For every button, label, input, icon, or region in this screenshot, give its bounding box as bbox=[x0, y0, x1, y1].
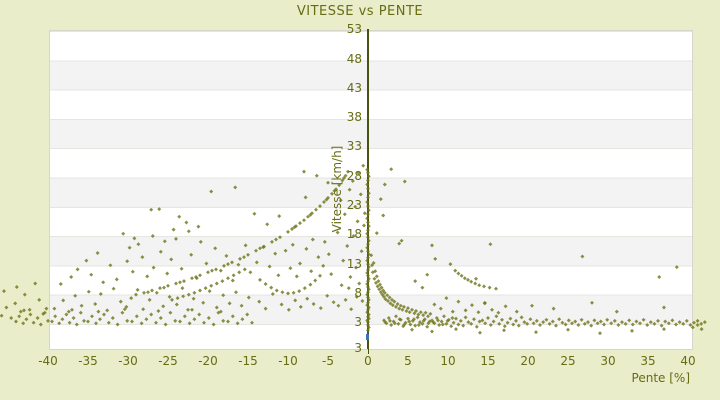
data-point bbox=[21, 321, 26, 326]
y-tick-label: 38 bbox=[346, 110, 362, 125]
data-point bbox=[0, 313, 4, 318]
data-point bbox=[699, 321, 704, 326]
y-axis-line bbox=[367, 29, 369, 349]
data-point bbox=[31, 320, 36, 325]
y-tick-label: 13 bbox=[346, 256, 362, 271]
x-tick-label: -10 bbox=[278, 354, 298, 368]
data-point bbox=[24, 317, 29, 322]
data-point bbox=[695, 318, 700, 323]
y-tick-label: 48 bbox=[346, 51, 362, 66]
x-tick-label: -35 bbox=[78, 354, 98, 368]
y-axis-title: Vitesse [km/h] bbox=[330, 145, 344, 233]
x-tick-label: 0 bbox=[364, 354, 372, 368]
data-point bbox=[13, 301, 18, 306]
x-zero-tick bbox=[368, 348, 369, 354]
x-tick-label: 40 bbox=[680, 354, 696, 368]
plot-area[interactable] bbox=[49, 30, 693, 350]
y-tick-label: 43 bbox=[346, 80, 362, 95]
x-tick-label: 15 bbox=[480, 354, 496, 368]
data-point bbox=[28, 312, 33, 317]
data-point bbox=[2, 289, 6, 294]
data-point bbox=[37, 297, 42, 302]
data-point bbox=[38, 322, 43, 327]
data-point bbox=[22, 308, 26, 313]
x-tick-label: 25 bbox=[560, 354, 576, 368]
y-tick-label: 8 bbox=[354, 285, 362, 300]
y-tick-label: 3 bbox=[354, 315, 362, 330]
data-point bbox=[18, 309, 23, 314]
selected-point-marker bbox=[366, 334, 369, 340]
x-tick-label: 20 bbox=[520, 354, 536, 368]
x-tick-label: -15 bbox=[238, 354, 258, 368]
data-point bbox=[35, 316, 40, 320]
y-axis-bottom-label: 3 bbox=[354, 341, 362, 355]
chart-title: VITESSE vs PENTE bbox=[296, 4, 424, 19]
data-point bbox=[42, 310, 47, 315]
data-point bbox=[14, 319, 18, 324]
data-point bbox=[41, 311, 46, 316]
data-point bbox=[22, 292, 27, 297]
x-tick-label: 5 bbox=[404, 354, 412, 368]
x-tick-label: -30 bbox=[118, 354, 138, 368]
data-point bbox=[699, 327, 704, 332]
x-tick-label: 35 bbox=[640, 354, 656, 368]
x-tick-label: -40 bbox=[38, 354, 58, 368]
data-point bbox=[17, 314, 22, 319]
x-axis-title: Pente [%] bbox=[631, 371, 690, 385]
data-point bbox=[27, 307, 32, 312]
y-tick-label: 33 bbox=[346, 139, 362, 154]
y-tick-label: 53 bbox=[346, 22, 362, 37]
x-tick-label: -20 bbox=[198, 354, 218, 368]
data-point bbox=[695, 323, 700, 327]
data-point bbox=[702, 320, 707, 325]
x-tick-label: 30 bbox=[600, 354, 616, 368]
data-point bbox=[14, 285, 19, 289]
x-tick-label: 10 bbox=[440, 354, 456, 368]
data-point bbox=[33, 281, 38, 286]
data-point bbox=[4, 305, 9, 310]
data-point bbox=[9, 316, 14, 320]
x-tick-label: -25 bbox=[158, 354, 178, 368]
x-tick-label: -5 bbox=[322, 354, 334, 368]
data-point bbox=[44, 306, 49, 311]
